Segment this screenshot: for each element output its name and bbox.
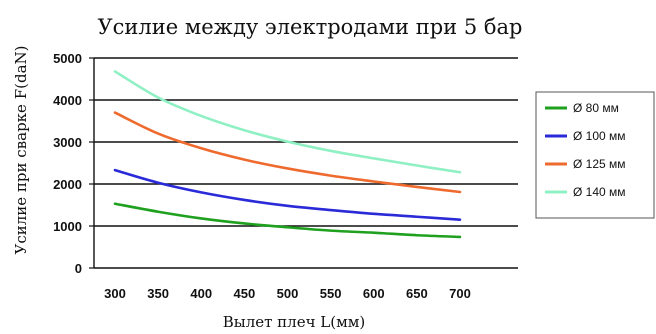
x-tick-label: 450 — [234, 286, 256, 301]
series-lines — [113, 70, 462, 239]
y-tick-label: 5000 — [53, 51, 82, 66]
axes — [89, 57, 518, 269]
legend-entry: Ø 100 мм — [573, 129, 626, 143]
chart-title: Усилие между электродами при 5 бар — [98, 15, 523, 39]
legend-box — [535, 91, 655, 219]
tick-labels: 0 1000 2000 3000 4000 5000 300 350 400 450 500 550 6… — [53, 51, 471, 301]
y-tick-label: 2000 — [53, 177, 82, 192]
legend-entry: Ø 140 мм — [573, 185, 626, 199]
series-line-1 — [113, 168, 462, 221]
series-line-3 — [113, 70, 462, 174]
x-tick-label: 300 — [104, 286, 126, 301]
y-tick-label: 1000 — [53, 219, 82, 234]
x-tick-label: 700 — [449, 286, 471, 301]
x-tick-label: 500 — [277, 286, 299, 301]
grid — [94, 57, 518, 227]
y-tick-label: 4000 — [53, 93, 82, 108]
x-tick-label: 550 — [320, 286, 342, 301]
series-line-0 — [113, 202, 462, 239]
x-tick-label: 350 — [147, 286, 169, 301]
series-line-2 — [113, 111, 462, 194]
legend: Ø 80 мм Ø 100 мм Ø 125 мм Ø 140 мм — [535, 91, 655, 219]
y-tick-label: 3000 — [53, 135, 82, 150]
y-tick-label: 0 — [75, 261, 82, 276]
x-tick-label: 600 — [363, 286, 385, 301]
x-axis-label: Вылет плеч L(мм) — [223, 313, 366, 331]
y-axis-label: Усилие при сварке F(daN) — [12, 46, 30, 255]
x-tick-label: 400 — [190, 286, 212, 301]
legend-entry: Ø 80 мм — [573, 101, 619, 115]
legend-entry: Ø 125 мм — [573, 157, 626, 171]
x-tick-label: 650 — [406, 286, 428, 301]
